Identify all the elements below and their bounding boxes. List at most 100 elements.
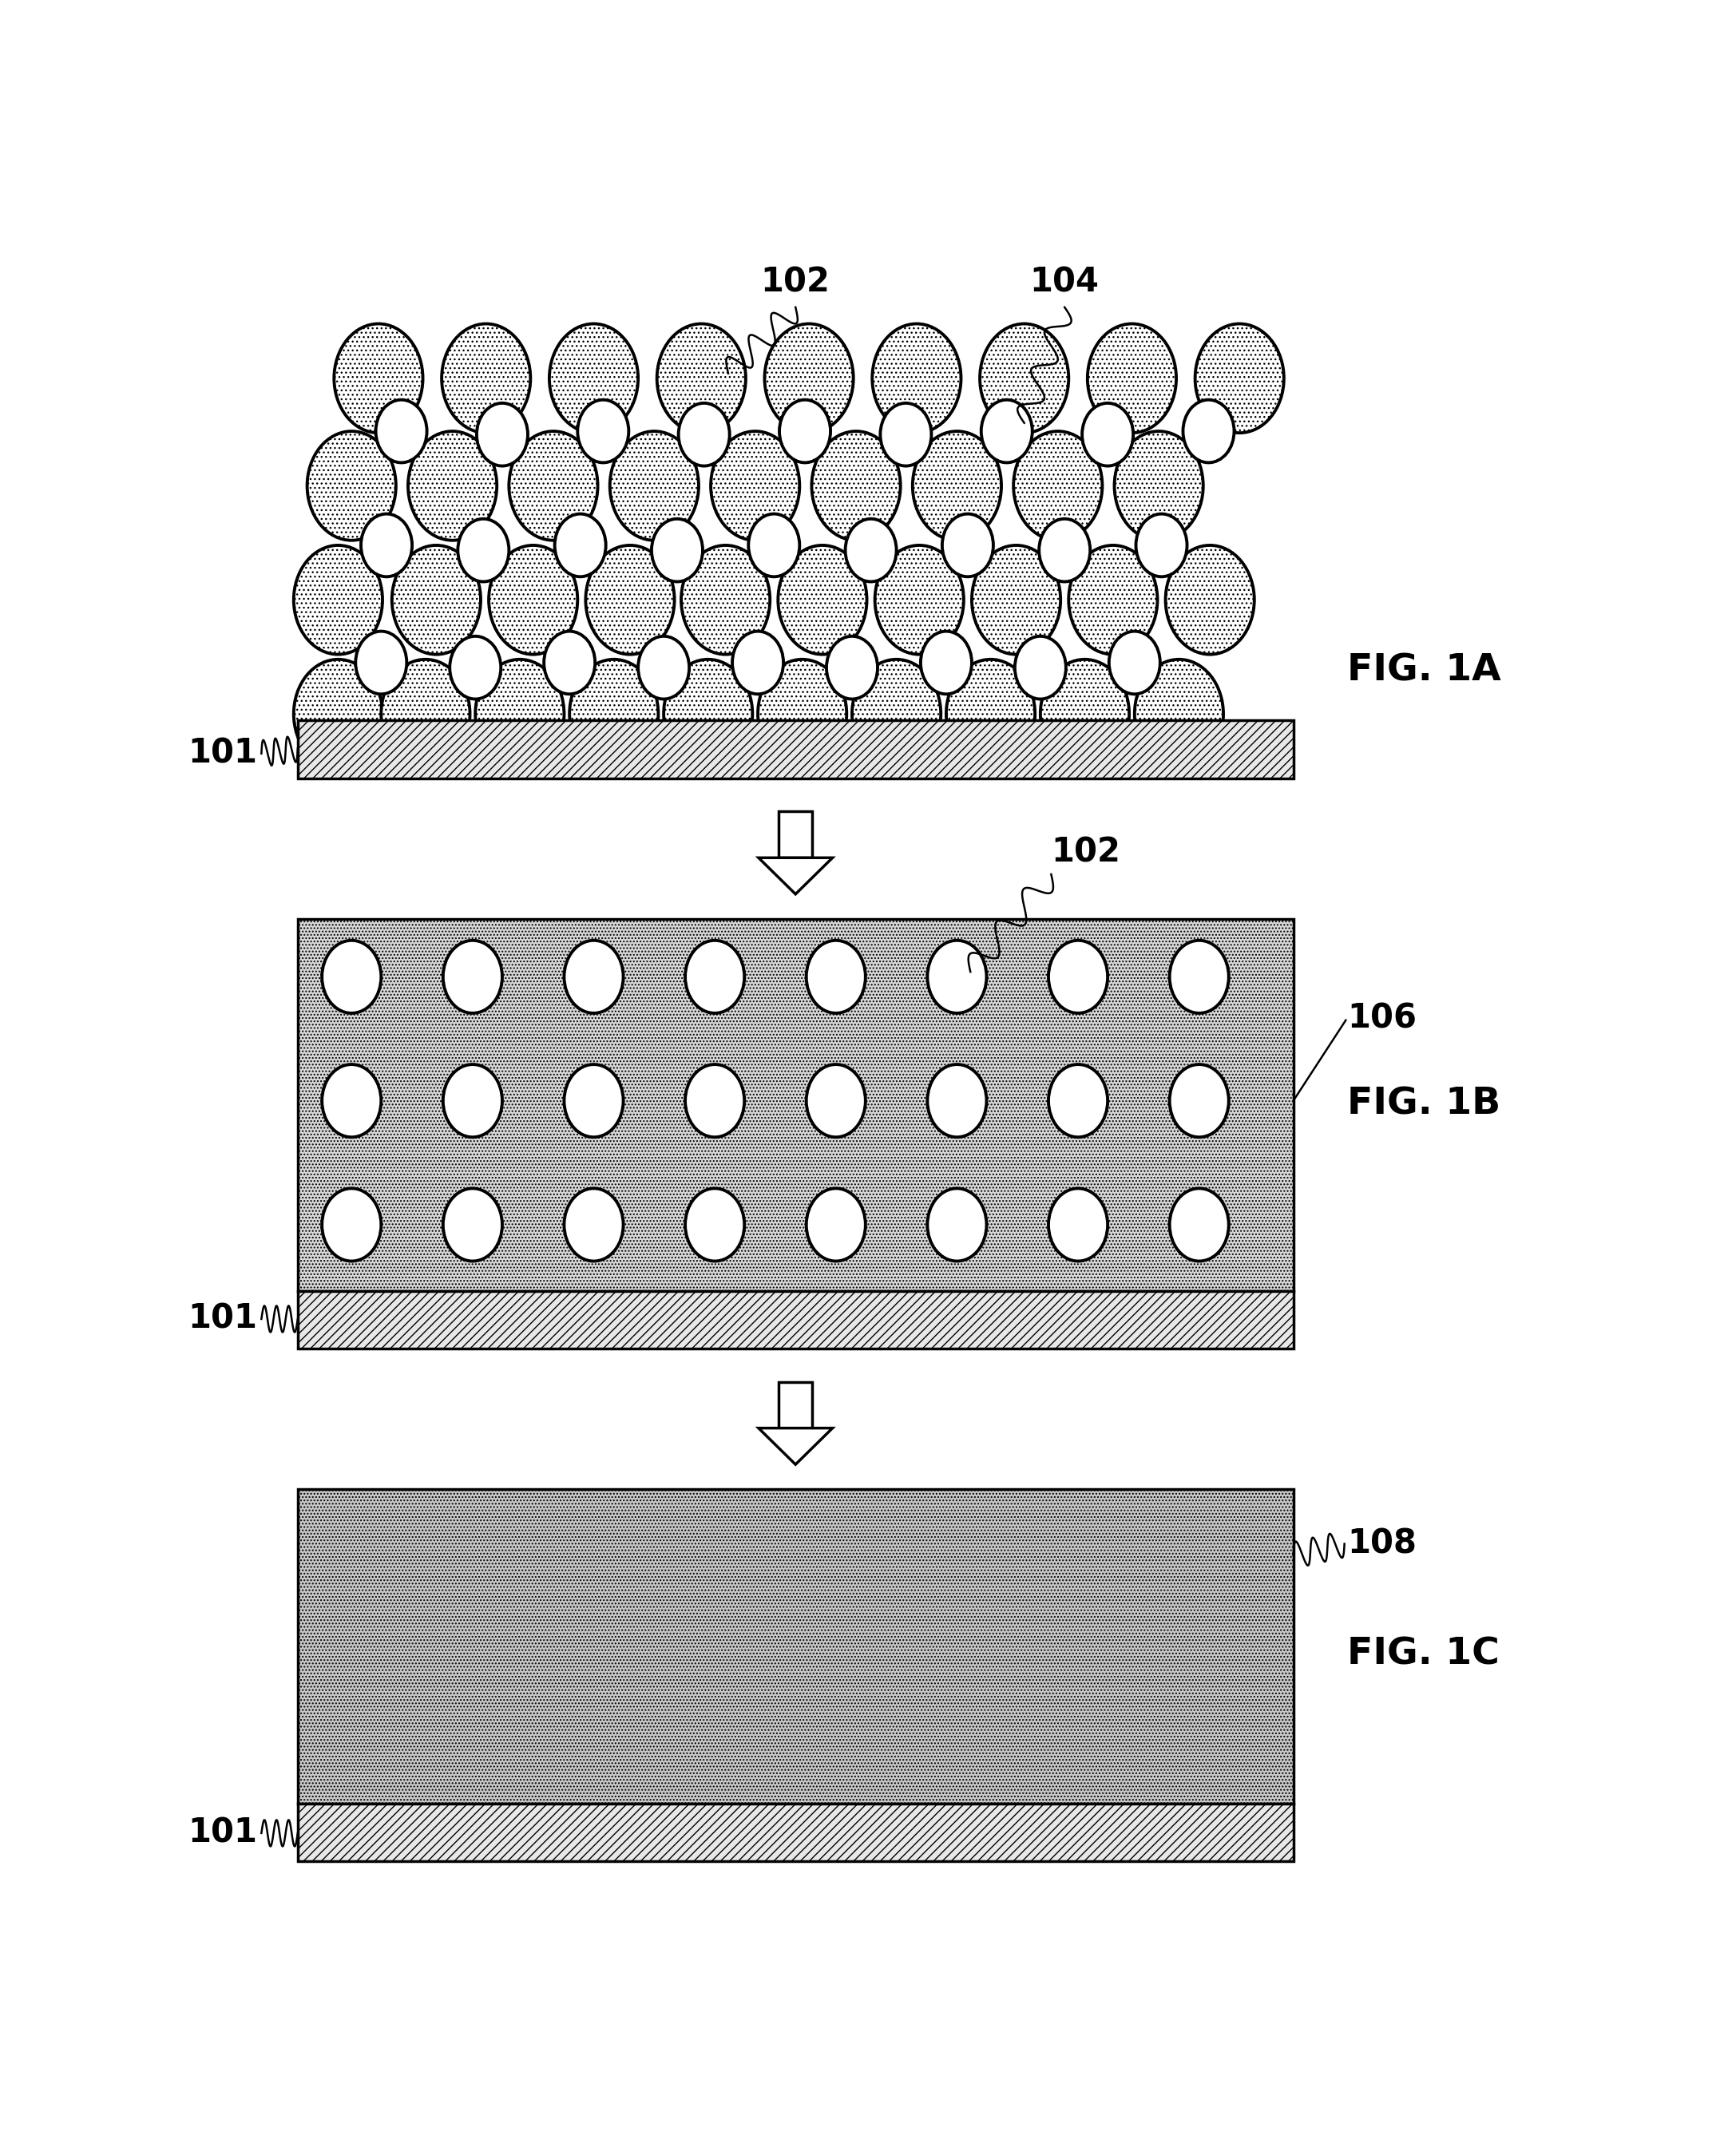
Polygon shape [759, 1428, 833, 1464]
Circle shape [656, 324, 746, 434]
Circle shape [356, 631, 406, 693]
Text: FIG. 1B: FIG. 1B [1347, 1086, 1500, 1123]
Bar [299, 1290, 1293, 1348]
Circle shape [477, 404, 528, 466]
Circle shape [913, 432, 1002, 541]
Bar [299, 919, 1293, 1290]
Text: 102: 102 [1050, 835, 1120, 870]
Circle shape [806, 1189, 866, 1260]
Circle shape [1069, 545, 1158, 655]
Circle shape [307, 432, 396, 541]
Circle shape [639, 636, 689, 700]
Circle shape [1014, 432, 1102, 541]
Text: 106: 106 [1347, 1001, 1417, 1035]
Circle shape [1082, 404, 1134, 466]
Circle shape [1135, 659, 1224, 769]
Circle shape [1049, 1065, 1108, 1138]
Circle shape [1049, 940, 1108, 1013]
Circle shape [826, 636, 878, 700]
Circle shape [556, 513, 606, 578]
Circle shape [293, 545, 382, 655]
Circle shape [293, 659, 382, 769]
Circle shape [1170, 940, 1229, 1013]
Circle shape [569, 659, 658, 769]
Circle shape [845, 520, 896, 582]
Circle shape [443, 940, 502, 1013]
Circle shape [946, 659, 1035, 769]
Text: 101: 101 [187, 1816, 257, 1851]
Circle shape [778, 545, 866, 655]
Circle shape [779, 399, 830, 462]
Bar [299, 1803, 1293, 1861]
Circle shape [408, 432, 496, 541]
Circle shape [759, 659, 847, 769]
Circle shape [1194, 324, 1285, 434]
Circle shape [764, 324, 854, 434]
Circle shape [663, 659, 752, 769]
Circle shape [679, 404, 729, 466]
Circle shape [806, 1065, 866, 1138]
Circle shape [806, 940, 866, 1013]
Circle shape [450, 636, 502, 700]
Circle shape [1165, 545, 1255, 655]
Bar [299, 1490, 1293, 1803]
Text: 104: 104 [1029, 266, 1099, 298]
Circle shape [382, 659, 470, 769]
Circle shape [564, 1065, 623, 1138]
Circle shape [1135, 513, 1187, 578]
Circle shape [686, 1189, 745, 1260]
Circle shape [943, 513, 993, 578]
Circle shape [733, 631, 783, 693]
Circle shape [458, 520, 509, 582]
Circle shape [1087, 324, 1177, 434]
Text: 101: 101 [187, 736, 257, 771]
Circle shape [1182, 399, 1234, 462]
Circle shape [927, 1189, 986, 1260]
Circle shape [852, 659, 941, 769]
Circle shape [1170, 1189, 1229, 1260]
Circle shape [375, 399, 427, 462]
Circle shape [871, 324, 962, 434]
Circle shape [927, 1065, 986, 1138]
Circle shape [392, 545, 481, 655]
Text: 101: 101 [187, 1303, 257, 1335]
Circle shape [1049, 1189, 1108, 1260]
Circle shape [710, 432, 800, 541]
Circle shape [686, 1065, 745, 1138]
Circle shape [321, 1189, 382, 1260]
Circle shape [564, 1189, 623, 1260]
Circle shape [880, 404, 932, 466]
Circle shape [812, 432, 901, 541]
Circle shape [441, 324, 531, 434]
Circle shape [549, 324, 639, 434]
Circle shape [609, 432, 698, 541]
Circle shape [981, 399, 1033, 462]
Bar [779, 812, 812, 859]
Circle shape [979, 324, 1069, 434]
Circle shape [651, 520, 703, 582]
Circle shape [564, 940, 623, 1013]
Circle shape [543, 631, 595, 693]
Circle shape [748, 513, 800, 578]
Circle shape [361, 513, 411, 578]
Text: FIG. 1A: FIG. 1A [1347, 653, 1502, 689]
Polygon shape [759, 859, 833, 893]
Circle shape [681, 545, 771, 655]
Circle shape [321, 1065, 382, 1138]
Circle shape [1040, 520, 1090, 582]
Text: 108: 108 [1347, 1527, 1417, 1561]
Bar [779, 1383, 812, 1428]
Circle shape [1040, 659, 1128, 769]
Text: FIG. 1C: FIG. 1C [1347, 1636, 1500, 1673]
Circle shape [1109, 631, 1160, 693]
Circle shape [321, 940, 382, 1013]
Circle shape [443, 1065, 502, 1138]
Circle shape [509, 432, 597, 541]
Circle shape [443, 1189, 502, 1260]
Circle shape [585, 545, 674, 655]
Circle shape [920, 631, 972, 693]
Circle shape [1170, 1065, 1229, 1138]
Circle shape [476, 659, 564, 769]
Circle shape [927, 940, 986, 1013]
Bar [299, 721, 1293, 779]
